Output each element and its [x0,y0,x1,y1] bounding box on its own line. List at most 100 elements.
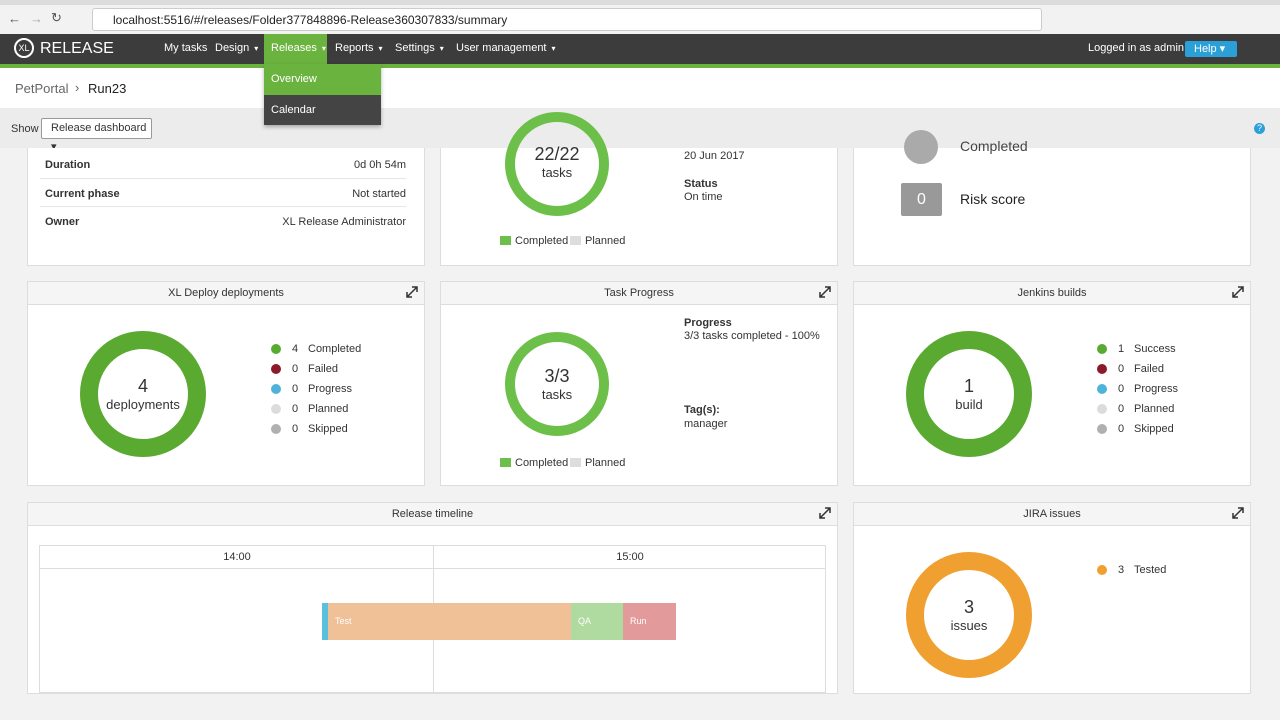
legend-dot [1097,364,1107,374]
progress-label: Progress [684,317,732,329]
nav-item[interactable]: User management ▾ [456,42,556,54]
nav-item[interactable]: Releases ▾ [271,42,326,54]
help-icon[interactable]: ? [1254,123,1265,134]
legend-label: Planned [585,235,626,247]
expand-icon[interactable] [406,286,418,298]
nav-item[interactable]: Reports ▾ [335,42,383,54]
release-progress-panel: 22/22 tasks Completed Planned 20 Jun 2017… [440,112,838,266]
timeline-widget: Release timeline 14:00 15:00 Test QA Run [27,502,838,694]
state: Completed [960,138,1028,154]
legend-label: Planned [308,403,349,415]
legend-dot [271,344,281,354]
active-nav-bg [264,34,327,64]
expand-glyph[interactable] [406,286,418,298]
top-nav: XL RELEASE My tasks Design ▾ Releases ▾ Repor… [0,34,1280,64]
detail-row: Owner XL Release Administrator [40,206,406,235]
widget: Task Progress 3/3 tasks Progress 3/3 task… [440,281,838,486]
menu-label: Overview [271,73,317,85]
widget: JIRA issues 3 issues 3 Tested [853,502,1251,694]
expand-icon[interactable] [819,507,831,519]
nav-label: Design [215,42,250,54]
address-bar[interactable]: localhost:5516/#/releases/Folder37784889… [92,8,1042,31]
caret: ▾ [254,44,259,53]
donut-label: 1 build [909,376,1029,412]
health-panel: Completed 0 Risk score [853,130,1251,266]
timeline-box: 14:00 15:00 Test QA Run [39,545,826,693]
donut-label: 4 deployments [83,376,203,412]
releases-menu: Overview Calendar [264,64,381,125]
tags-label: Tag(s): [684,404,720,416]
expand-glyph[interactable] [1232,286,1244,298]
show-label: Show [11,123,39,135]
forward-button[interactable]: → [30,11,43,26]
nav-label: Settings [395,42,435,54]
legend-count: 4 [292,343,299,355]
widget-title: XL Deploy deployments [28,282,424,305]
view-value: Release dashboard [51,122,147,134]
nav-item[interactable]: Settings ▾ [395,42,444,54]
detail-label: Duration [45,159,91,171]
detail-label: Owner [45,216,80,228]
legend-dot [271,364,281,374]
logo: RELEASE [40,40,114,57]
caret: ▾ [439,44,444,53]
donut-center: 3/3 [544,366,570,386]
legend-swatch [500,458,511,467]
detail-row: Current phase Not started [40,178,406,207]
widget: XL Deploy deployments 4 deployments 4 Comple… [27,281,425,486]
phase-bar[interactable]: QA [571,603,623,640]
legend-count: 0 [292,403,299,415]
expand-icon[interactable] [819,286,831,298]
phase-bar[interactable]: Test [328,603,571,640]
detail-value: Not started [352,188,406,200]
legend-dot [1097,565,1107,575]
legend-label: Success [1134,343,1176,355]
phase-label: Test [335,616,352,626]
nav-item[interactable]: My tasks [164,42,207,54]
donut [906,331,1032,457]
legend-label: Progress [308,383,353,395]
time-tick: 15:00 [616,551,644,563]
detail-row: Duration 0d 0h 54m [40,150,406,178]
legend-count: 0 [1118,363,1125,375]
view-select[interactable]: Release dashboard ▾ [41,118,152,153]
legend-count: 0 [292,363,299,375]
nav-accent [0,64,1280,68]
reload-button[interactable]: ↻ [51,10,62,25]
legend-label: Tested [1134,564,1167,576]
legend-label: Failed [1134,363,1164,375]
progress: 3/3 tasks completed - 100% [684,330,820,342]
legend-count: 0 [1118,383,1125,395]
menu-label: Calendar [271,104,316,116]
legend-dot [271,384,281,394]
legend-label: Completed [515,235,569,247]
donut-unit: tasks [541,165,573,180]
expand-icon[interactable] [1232,286,1244,298]
menu-item[interactable]: Calendar [264,95,381,125]
expand-glyph[interactable] [1232,507,1244,519]
help-button[interactable]: Help ▾ [1185,41,1237,57]
expand-icon[interactable] [1232,507,1244,519]
back-button[interactable]: ← [8,11,21,26]
legend-swatch [570,236,581,245]
legend-label: Completed [515,457,569,469]
donut-center: 4 [137,376,148,396]
toolbar: Show Release dashboard ▾ ? [0,108,1280,153]
legend-count: 3 [1118,564,1125,576]
caret: ▾ [321,44,326,53]
legend-label: Skipped [308,423,348,435]
phase-label: QA [578,616,592,626]
nav-label: User management [456,42,547,54]
tags: manager [684,418,728,430]
donut-unit: build [955,397,983,412]
url: localhost:5516/#/releases/Folder37784889… [113,13,508,27]
breadcrumb-item: Run23 [88,81,127,96]
breadcrumb-item[interactable]: PetPortal [15,81,69,96]
widget-title: JIRA issues [854,503,1250,526]
phase-bar[interactable]: Run [623,603,676,640]
menu-item[interactable]: Overview [264,64,381,95]
legend-label: Progress [1134,383,1179,395]
nav-item[interactable]: Design ▾ [215,42,258,54]
